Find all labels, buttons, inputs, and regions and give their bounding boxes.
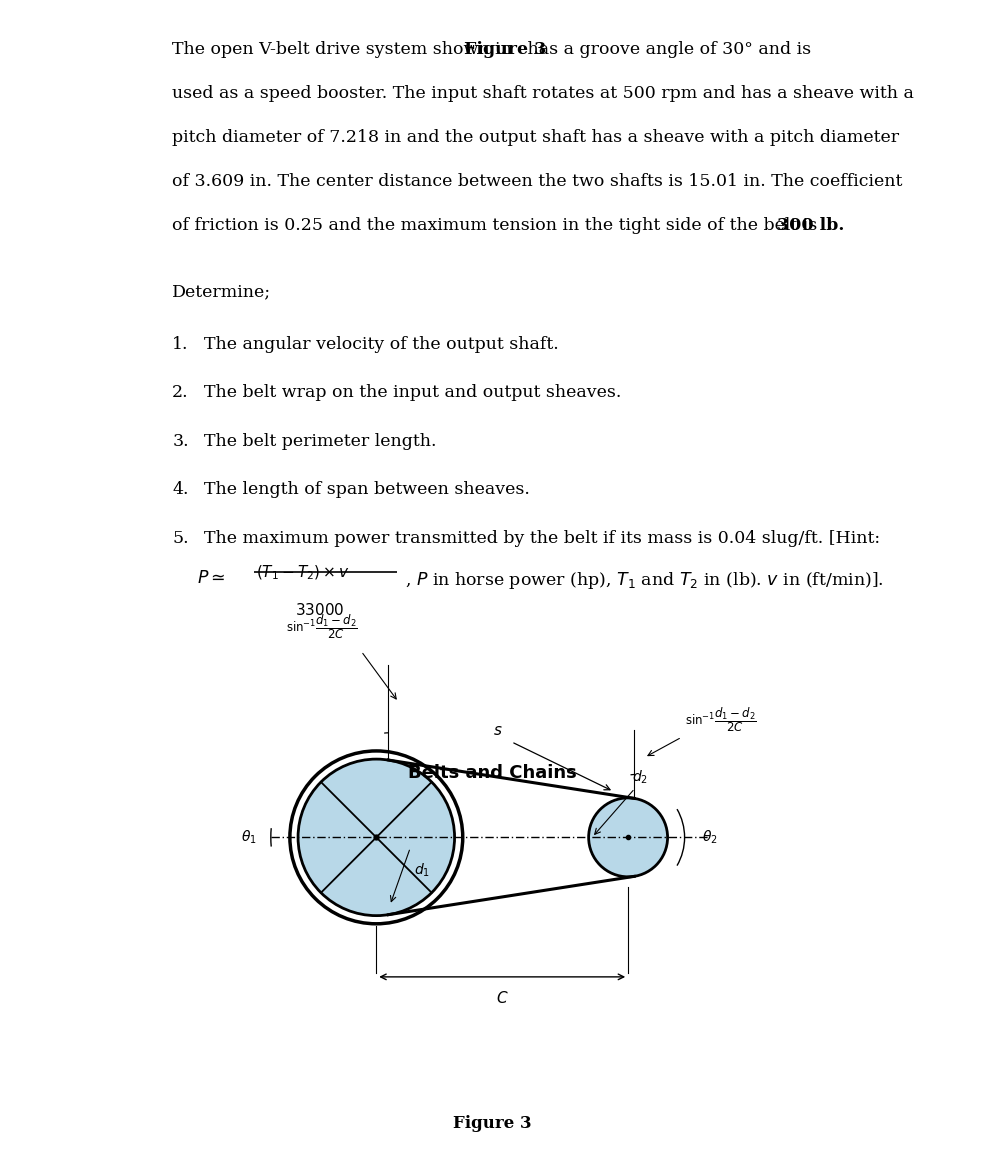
Text: $d_2$: $d_2$ bbox=[632, 769, 647, 786]
Text: $33000$: $33000$ bbox=[295, 602, 344, 618]
Text: 1.: 1. bbox=[172, 336, 189, 353]
Text: $\sin^{-1}\!\dfrac{d_1-d_2}{2C}$: $\sin^{-1}\!\dfrac{d_1-d_2}{2C}$ bbox=[685, 705, 757, 734]
Text: Figure 3: Figure 3 bbox=[464, 41, 547, 58]
Text: $(T_1-T_2)\times v$: $(T_1-T_2)\times v$ bbox=[256, 564, 349, 582]
Text: 3.: 3. bbox=[172, 433, 189, 450]
Text: $C$: $C$ bbox=[496, 991, 509, 1007]
Text: $\theta_1$: $\theta_1$ bbox=[241, 828, 257, 846]
Text: The angular velocity of the output shaft.: The angular velocity of the output shaft… bbox=[204, 336, 559, 353]
Text: used as a speed booster. The input shaft rotates at 500 rpm and has a sheave wit: used as a speed booster. The input shaft… bbox=[172, 85, 914, 102]
Text: pitch diameter of 7.218 in and the output shaft has a sheave with a pitch diamet: pitch diameter of 7.218 in and the outpu… bbox=[172, 129, 899, 146]
Text: of friction is 0.25 and the maximum tension in the tight side of the belt is: of friction is 0.25 and the maximum tens… bbox=[172, 217, 823, 234]
Text: The open V-belt drive system shown in: The open V-belt drive system shown in bbox=[172, 41, 518, 58]
Text: Figure 3: Figure 3 bbox=[453, 1115, 531, 1132]
Text: of 3.609 in. The center distance between the two shafts is 15.01 in. The coeffic: of 3.609 in. The center distance between… bbox=[172, 173, 902, 190]
Text: $s$: $s$ bbox=[493, 724, 503, 739]
Circle shape bbox=[588, 798, 667, 877]
Text: $d_1$: $d_1$ bbox=[413, 861, 430, 878]
Text: The belt wrap on the input and output sheaves.: The belt wrap on the input and output sh… bbox=[204, 384, 621, 401]
Text: has a groove angle of 30° and is: has a groove angle of 30° and is bbox=[522, 41, 811, 58]
Circle shape bbox=[298, 759, 455, 915]
Text: 300 lb.: 300 lb. bbox=[777, 217, 844, 234]
Text: Belts and Chains: Belts and Chains bbox=[407, 764, 577, 782]
Text: $P \simeq$: $P \simeq$ bbox=[197, 570, 225, 587]
Text: $\sin^{-1}\!\dfrac{d_1-d_2}{2C}$: $\sin^{-1}\!\dfrac{d_1-d_2}{2C}$ bbox=[285, 612, 358, 641]
Text: Determine;: Determine; bbox=[172, 283, 272, 300]
Text: 2.: 2. bbox=[172, 384, 189, 401]
Text: , $P$ in horse power (hp), $T_1$ and $T_2$ in (lb). $v$ in (ft/min)].: , $P$ in horse power (hp), $T_1$ and $T_… bbox=[405, 570, 885, 590]
Text: 5.: 5. bbox=[172, 530, 189, 546]
Text: $\theta_2$: $\theta_2$ bbox=[702, 828, 717, 846]
Text: The length of span between sheaves.: The length of span between sheaves. bbox=[204, 481, 529, 499]
Text: The maximum power transmitted by the belt if its mass is 0.04 slug/ft. [Hint:: The maximum power transmitted by the bel… bbox=[204, 530, 880, 546]
Text: The belt perimeter length.: The belt perimeter length. bbox=[204, 433, 436, 450]
Text: 4.: 4. bbox=[172, 481, 189, 499]
